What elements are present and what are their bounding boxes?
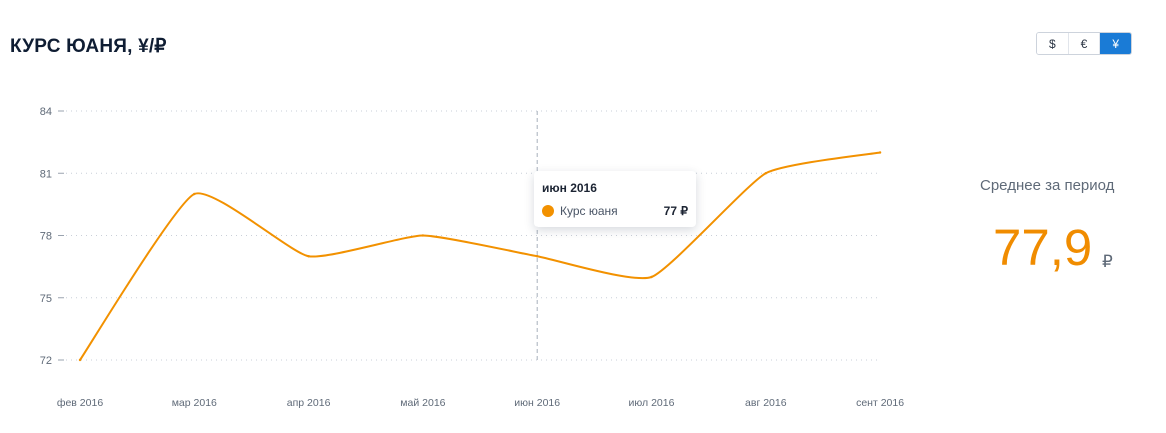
currency-eur-button[interactable]: €: [1068, 33, 1101, 54]
average-value: 77,9: [993, 219, 1093, 276]
x-tick-label: июл 2016: [629, 397, 675, 409]
chart-tooltip: июн 2016 Курс юаня 77 ₽: [534, 171, 696, 227]
y-tick-label: 84: [40, 106, 52, 118]
x-tick-label: сент 2016: [856, 397, 904, 409]
x-tick-label: апр 2016: [287, 397, 331, 409]
x-tick-label: мар 2016: [172, 397, 217, 409]
tooltip-title: июн 2016: [542, 181, 597, 195]
data-point: [764, 172, 767, 175]
data-point: [878, 151, 882, 154]
x-tick-label: авг 2016: [745, 397, 787, 409]
data-point: [536, 255, 539, 258]
tooltip-value: 77 ₽: [663, 204, 688, 218]
y-tick-label: 78: [40, 231, 52, 243]
x-tick-label: июн 2016: [514, 397, 560, 409]
y-tick-label: 75: [40, 293, 52, 305]
x-tick-label: май 2016: [400, 397, 445, 409]
series-line-kurs-yuanya: [79, 151, 881, 361]
tooltip-series-label: Курс юаня: [560, 204, 618, 218]
currency-switch: $ € ¥: [1036, 32, 1132, 55]
average-unit: ₽: [1102, 252, 1113, 271]
data-point: [78, 358, 82, 362]
page-title: КУРС ЮАНЯ, ¥/₽: [10, 36, 167, 57]
series-marker-icon: [542, 205, 554, 217]
y-tick-label: 72: [40, 355, 52, 367]
x-tick-label: фев 2016: [57, 397, 103, 409]
average-label: Среднее за период: [980, 177, 1115, 194]
tooltip-row: Курс юаня 77 ₽: [542, 204, 688, 218]
currency-cny-button[interactable]: ¥: [1100, 33, 1131, 54]
currency-usd-button[interactable]: $: [1037, 33, 1069, 54]
data-point: [307, 255, 310, 258]
data-point: [193, 192, 196, 196]
data-point: [421, 234, 425, 237]
data-point: [650, 275, 653, 279]
y-tick-label: 81: [40, 168, 52, 180]
exchange-rate-chart: 72 75 78 81 84 фев 2016 мар 2016 апр 2016 май 20…: [40, 106, 904, 409]
